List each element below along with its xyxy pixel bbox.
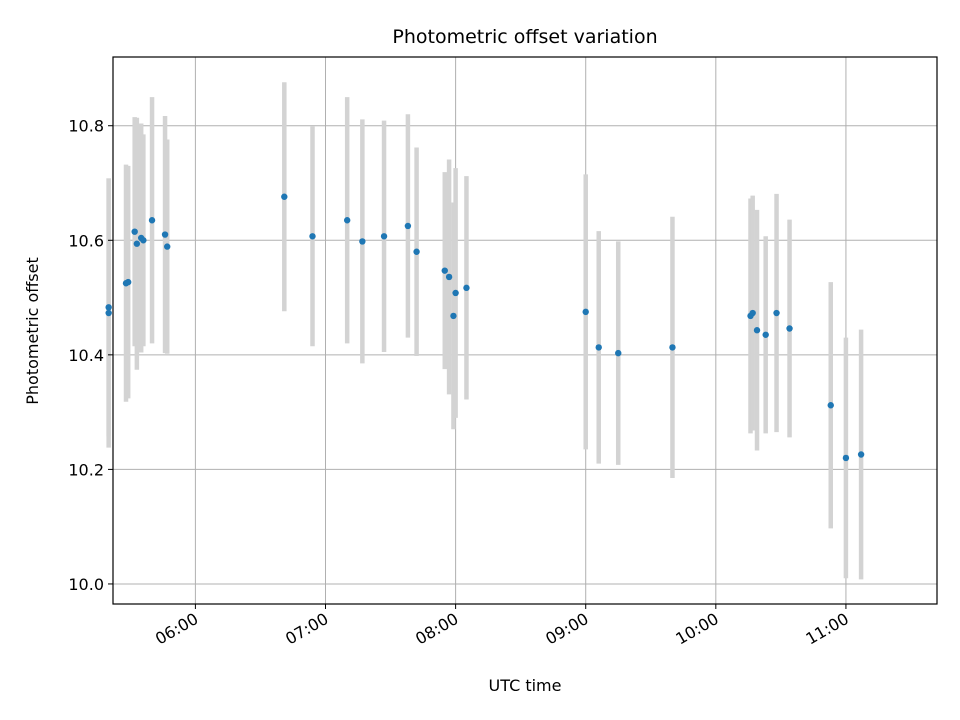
data-point <box>749 309 756 317</box>
data-point <box>380 233 388 240</box>
data-point <box>105 304 112 311</box>
data-point <box>309 233 316 240</box>
y-tick-label: 10.4 <box>68 346 104 365</box>
data-point <box>131 228 138 235</box>
data-point <box>281 193 288 200</box>
data-point <box>450 312 457 320</box>
data-point <box>343 217 351 224</box>
data-point <box>615 349 622 357</box>
data-point <box>140 237 147 244</box>
data-point <box>445 273 453 281</box>
data-point <box>452 289 459 297</box>
data-point <box>105 309 112 317</box>
grid <box>113 57 937 604</box>
data-point <box>595 344 602 351</box>
data-point <box>413 248 420 255</box>
data-point <box>762 331 769 338</box>
data-point <box>857 451 865 458</box>
chart-title: Photometric offset variation <box>392 26 657 48</box>
y-axis-label: Photometric offset <box>23 257 42 405</box>
data-point <box>773 309 780 317</box>
data-point <box>753 327 761 334</box>
data-point <box>148 217 156 224</box>
data-point <box>463 284 470 292</box>
data-point <box>133 240 141 247</box>
data-point <box>161 231 169 238</box>
data-point <box>669 344 676 351</box>
data-point <box>582 308 589 316</box>
data-point <box>827 402 834 409</box>
data-point <box>786 325 793 332</box>
plot-frame <box>112 56 938 605</box>
data-point <box>164 243 171 250</box>
y-tick-label: 10.8 <box>68 117 104 136</box>
data-point <box>441 267 448 274</box>
data-point <box>124 278 132 286</box>
data-point <box>404 222 412 230</box>
x-axis-label: UTC time <box>489 676 562 695</box>
data-points <box>105 193 865 462</box>
y-tick-label: 10.0 <box>68 575 104 594</box>
y-tick-label: 10.6 <box>68 231 104 250</box>
y-axis-ticks: 10.0 10.2 10.4 10.6 10.8 <box>68 117 113 594</box>
y-tick-label: 10.2 <box>68 460 104 479</box>
data-point <box>359 238 366 245</box>
data-point <box>842 454 850 462</box>
